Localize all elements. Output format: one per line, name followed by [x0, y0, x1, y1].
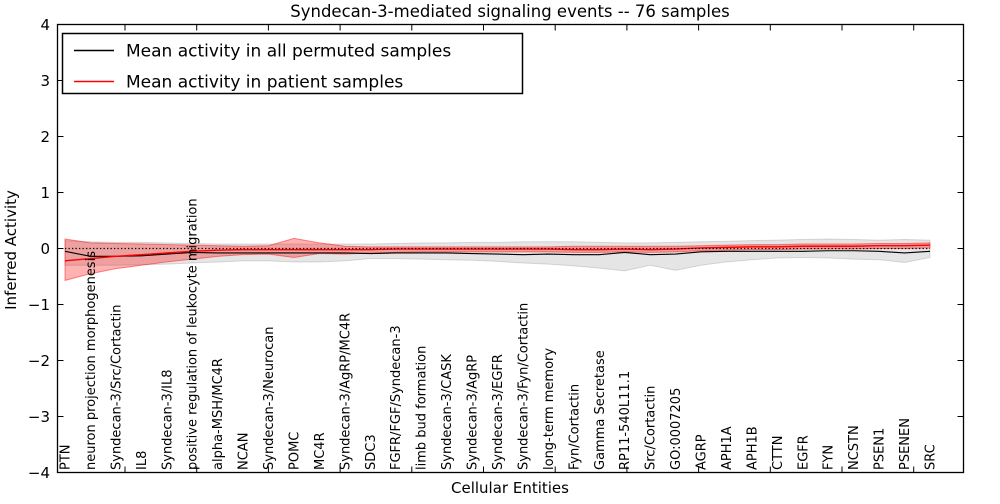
- x-category-label: APH1B: [745, 426, 760, 470]
- x-category-label: POMC: [287, 432, 302, 470]
- x-category-label: long-term memory: [542, 348, 557, 470]
- y-tick-label: 3: [40, 72, 50, 90]
- x-category-label: APH1A: [720, 426, 735, 470]
- x-category-labels: PTN neuron projection morphogenesis Syndec…: [59, 198, 939, 470]
- x-category-label: EGFR: [796, 435, 811, 470]
- x-category-label: limb bud formation: [415, 346, 430, 470]
- x-category-label: IL8: [135, 451, 150, 470]
- chart-title: Syndecan-3-mediated signaling events -- …: [290, 2, 729, 21]
- y-tick-label: −1: [28, 296, 50, 314]
- y-tick-label: −2: [28, 352, 50, 370]
- y-tick-label: 0: [40, 240, 50, 258]
- x-category-label: GO:0007205: [669, 388, 684, 470]
- permuted-mean-line: [64, 250, 931, 257]
- x-category-label: MC4R: [313, 432, 328, 470]
- x-category-label: CTTN: [771, 436, 786, 470]
- x-category-label: alpha-MSH/MC4R: [211, 358, 226, 470]
- mean-lines: [64, 244, 931, 262]
- x-category-label: RP11-540L11.1: [618, 371, 633, 470]
- x-category-label: Syndecan-3/AgRP: [466, 355, 481, 470]
- x-category-label: Syndecan-3/Fyn/Cortactin: [516, 303, 531, 470]
- x-category-label: Gamma Secretase: [593, 350, 608, 470]
- legend: Mean activity in all permuted samples Me…: [61, 32, 524, 95]
- x-category-label: Src/Cortactin: [644, 386, 659, 470]
- x-category-label: Syndecan-3/Neurocan: [262, 327, 277, 470]
- y-tick-label: 4: [40, 16, 50, 34]
- x-category-label: Syndecan-3/IL8: [160, 370, 175, 470]
- legend-item-patient: Mean activity in patient samples: [74, 73, 403, 93]
- x-category-label: PSEN1: [873, 428, 888, 470]
- y-tick-label: 2: [40, 128, 50, 146]
- legend-box: [61, 32, 524, 95]
- x-axis-label: Cellular Entities: [451, 479, 569, 497]
- x-category-label: Syndecan-3/Src/Cortactin: [109, 304, 124, 470]
- x-category-label: PTN: [59, 444, 74, 470]
- y-tick-label: 1: [40, 184, 50, 202]
- legend-label-patient: Mean activity in patient samples: [126, 73, 403, 93]
- x-category-label: FGFR/FGF/Syndecan-3: [389, 325, 404, 470]
- x-category-label: Fyn/Cortactin: [567, 384, 582, 470]
- y-tick-label: −3: [28, 408, 50, 426]
- x-category-label: Syndecan-3/CASK: [440, 354, 455, 470]
- x-category-label: SRC: [924, 444, 939, 470]
- x-category-label: Syndecan-3/AgRP/MC4R: [338, 313, 353, 470]
- x-category-label: neuron projection morphogenesis: [84, 251, 99, 470]
- x-category-label: PSENEN: [898, 418, 913, 470]
- y-axis-label: Inferred Activity: [2, 190, 20, 310]
- x-category-label: SDC3: [364, 434, 379, 470]
- x-category-label: Syndecan-3/EGFR: [491, 354, 506, 470]
- x-category-label: NCAN: [237, 433, 252, 470]
- x-category-label: AGRP: [695, 434, 710, 470]
- x-category-label: NCSTN: [847, 425, 862, 470]
- y-tick-labels: 4 3 2 1 0 −1 −2 −3 −4: [28, 16, 50, 482]
- y-tick-label: −4: [28, 464, 50, 482]
- x-category-label: FYN: [822, 445, 837, 470]
- legend-label-permuted: Mean activity in all permuted samples: [126, 42, 451, 62]
- x-category-label: positive regulation of leukocyte migrati…: [186, 198, 201, 470]
- patient-mean-line: [64, 244, 931, 262]
- plot-border: [56, 23, 965, 474]
- legend-item-permuted: Mean activity in all permuted samples: [74, 42, 451, 62]
